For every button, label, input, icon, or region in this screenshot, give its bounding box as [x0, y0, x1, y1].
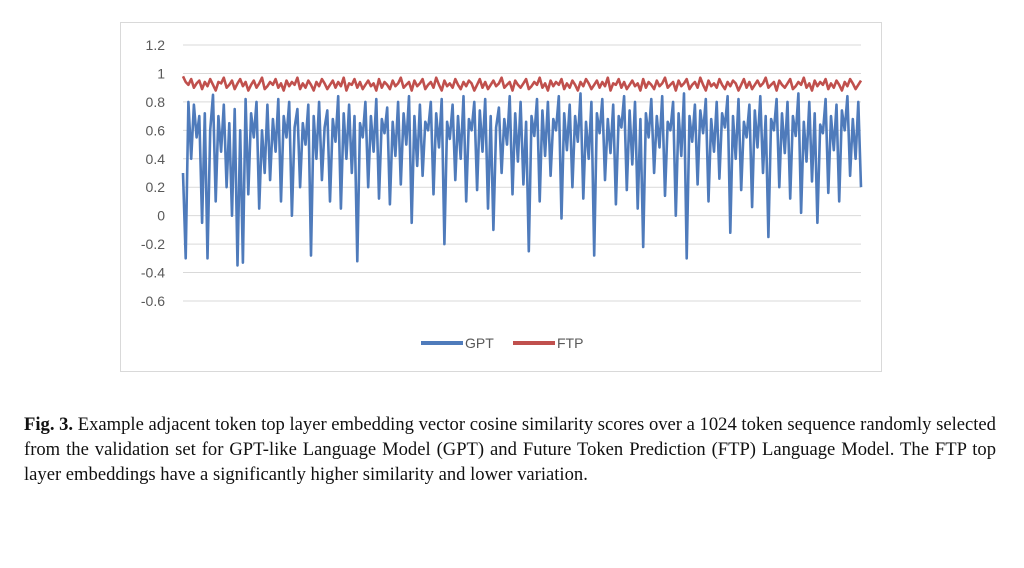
y-tick-label: 1 — [157, 65, 165, 81]
y-tick-label: 0.4 — [146, 151, 166, 167]
legend-label-ftp: FTP — [557, 335, 583, 351]
y-tick-label: 1.2 — [146, 37, 166, 53]
figure-caption: Fig. 3. Example adjacent token top layer… — [24, 412, 996, 487]
y-tick-label: -0.4 — [141, 265, 165, 281]
y-tick-label: 0.2 — [146, 179, 166, 195]
y-tick-label: -0.6 — [141, 293, 165, 309]
figure-label: Fig. 3. — [24, 414, 74, 435]
y-tick-label: -0.2 — [141, 236, 165, 252]
series-line-ftp — [181, 75, 863, 92]
y-tick-label: 0 — [157, 208, 165, 224]
series-line-gpt — [181, 92, 863, 267]
legend-label-gpt: GPT — [465, 335, 494, 351]
chart-container: 1.2 1 0.8 0.6 0.4 0.2 0 -0.2 -0.4 -0.6 GPT FTP — [120, 22, 882, 372]
caption-text: Example adjacent token top layer embeddi… — [24, 414, 996, 485]
line-chart: 1.2 1 0.8 0.6 0.4 0.2 0 -0.2 -0.4 -0.6 GPT FTP — [141, 37, 863, 351]
y-tick-label: 0.6 — [146, 122, 166, 138]
y-tick-label: 0.8 — [146, 94, 166, 110]
